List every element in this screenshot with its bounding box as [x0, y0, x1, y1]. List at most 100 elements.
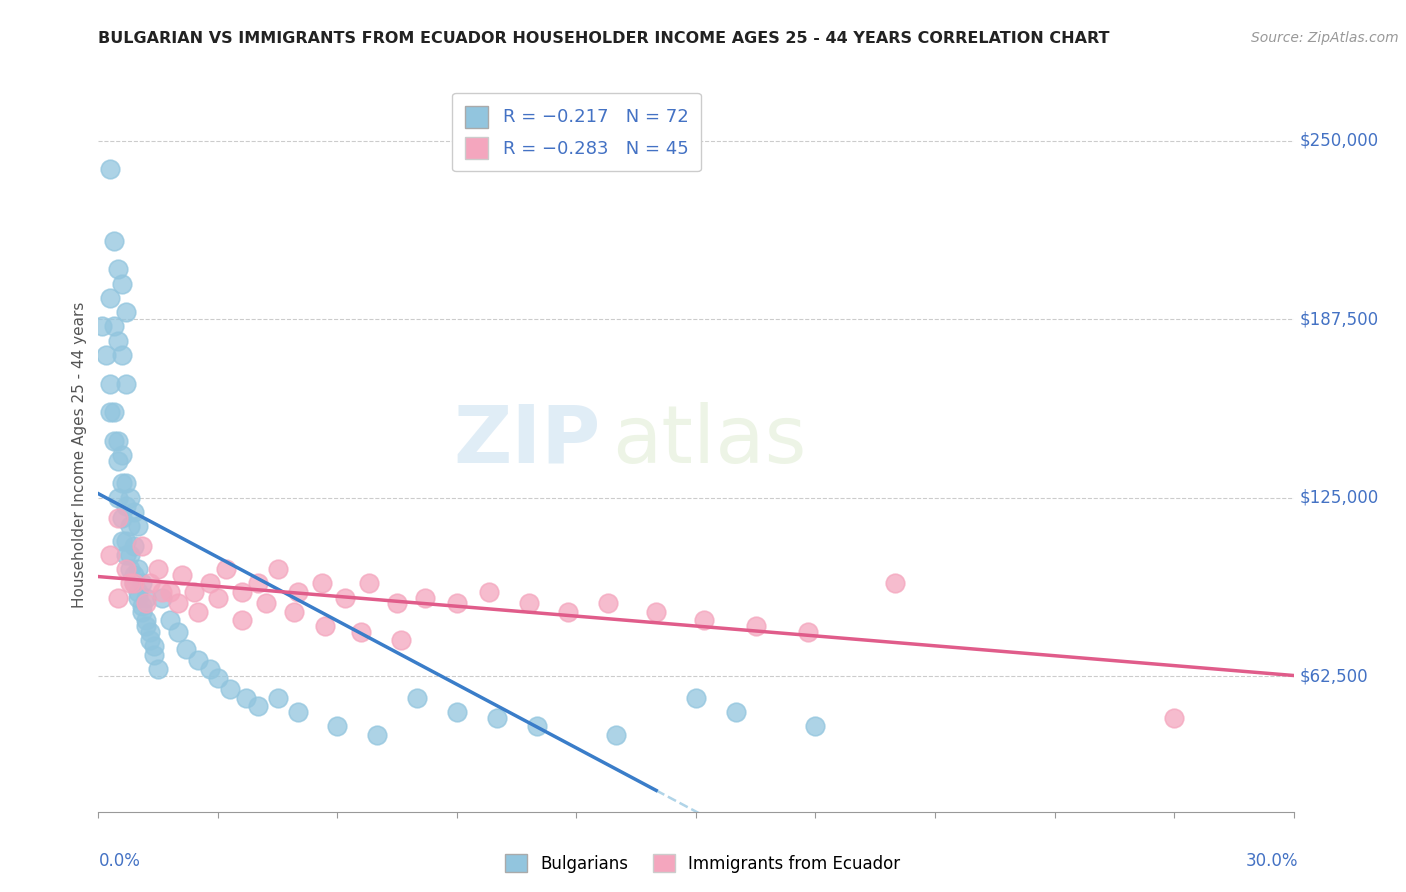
Point [127, 562, 149, 576]
Point [139, 624, 162, 639]
Point [187, 605, 209, 619]
Point [103, 319, 125, 334]
Point [267, 690, 290, 705]
Point [120, 491, 142, 505]
Point [150, 585, 173, 599]
Legend: R = −0.217   N = 72, R = −0.283   N = 45: R = −0.217 N = 72, R = −0.283 N = 45 [451, 93, 702, 171]
Point [159, 585, 181, 599]
Point [98, 548, 122, 562]
Point [111, 348, 134, 362]
Text: $62,500: $62,500 [1299, 667, 1368, 685]
Point [107, 491, 129, 505]
Point [115, 548, 138, 562]
Point [120, 548, 142, 562]
Point [135, 596, 157, 610]
Point [115, 562, 138, 576]
Point [107, 434, 129, 448]
Point [526, 719, 548, 733]
Point [796, 624, 818, 639]
Point [557, 605, 579, 619]
Point [267, 562, 290, 576]
Point [1163, 710, 1185, 724]
Point [111, 533, 134, 548]
Text: $125,000: $125,000 [1299, 489, 1379, 507]
Point [131, 539, 153, 553]
Point [207, 671, 229, 685]
Point [167, 596, 190, 610]
Point [287, 585, 309, 599]
Point [231, 585, 253, 599]
Point [485, 710, 508, 724]
Point [215, 562, 238, 576]
Point [283, 605, 305, 619]
Point [406, 690, 429, 705]
Point [120, 562, 142, 576]
Point [359, 576, 381, 591]
Point [246, 699, 269, 714]
Text: $187,500: $187,500 [1299, 310, 1379, 328]
Text: BULGARIAN VS IMMIGRANTS FROM ECUADOR HOUSEHOLDER INCOME AGES 25 - 44 YEARS CORRE: BULGARIAN VS IMMIGRANTS FROM ECUADOR HOU… [98, 31, 1109, 46]
Point [103, 405, 125, 419]
Point [187, 653, 209, 667]
Point [127, 585, 149, 599]
Point [413, 591, 436, 605]
Point [326, 719, 349, 733]
Point [478, 585, 501, 599]
Point [139, 576, 162, 591]
Point [115, 305, 138, 319]
Text: $250,000: $250,000 [1299, 132, 1379, 150]
Point [598, 596, 620, 610]
Point [103, 434, 125, 448]
Point [96, 348, 118, 362]
Point [115, 476, 138, 491]
Point [172, 567, 194, 582]
Point [389, 633, 412, 648]
Legend: Bulgarians, Immigrants from Ecuador: Bulgarians, Immigrants from Ecuador [499, 847, 907, 880]
Point [98, 376, 122, 391]
Point [131, 599, 153, 614]
Point [150, 591, 173, 605]
Point [91, 319, 114, 334]
Point [167, 624, 190, 639]
Point [366, 728, 388, 742]
Point [174, 642, 197, 657]
Point [124, 576, 146, 591]
Point [605, 728, 627, 742]
Point [107, 453, 129, 467]
Point [335, 591, 357, 605]
Point [135, 614, 157, 628]
Point [115, 376, 138, 391]
Point [235, 690, 257, 705]
Point [98, 162, 122, 177]
Point [148, 662, 170, 676]
Point [135, 619, 157, 633]
Point [127, 519, 149, 533]
Text: 0.0%: 0.0% [98, 852, 141, 870]
Point [311, 576, 333, 591]
Point [446, 705, 468, 719]
Point [107, 510, 129, 524]
Point [124, 567, 146, 582]
Point [517, 596, 540, 610]
Point [198, 662, 221, 676]
Point [115, 533, 138, 548]
Point [115, 500, 138, 514]
Text: ZIP: ZIP [453, 401, 600, 480]
Point [103, 234, 125, 248]
Point [111, 448, 134, 462]
Point [231, 614, 253, 628]
Point [183, 585, 205, 599]
Point [745, 619, 768, 633]
Point [131, 605, 153, 619]
Y-axis label: Householder Income Ages 25 - 44 years: Householder Income Ages 25 - 44 years [72, 301, 87, 608]
Point [107, 262, 129, 277]
Point [804, 719, 827, 733]
Point [219, 681, 242, 696]
Point [246, 576, 269, 591]
Point [139, 633, 162, 648]
Point [120, 576, 142, 591]
Point [724, 705, 747, 719]
Point [124, 539, 146, 553]
Text: 30.0%: 30.0% [1246, 852, 1298, 870]
Text: atlas: atlas [612, 401, 807, 480]
